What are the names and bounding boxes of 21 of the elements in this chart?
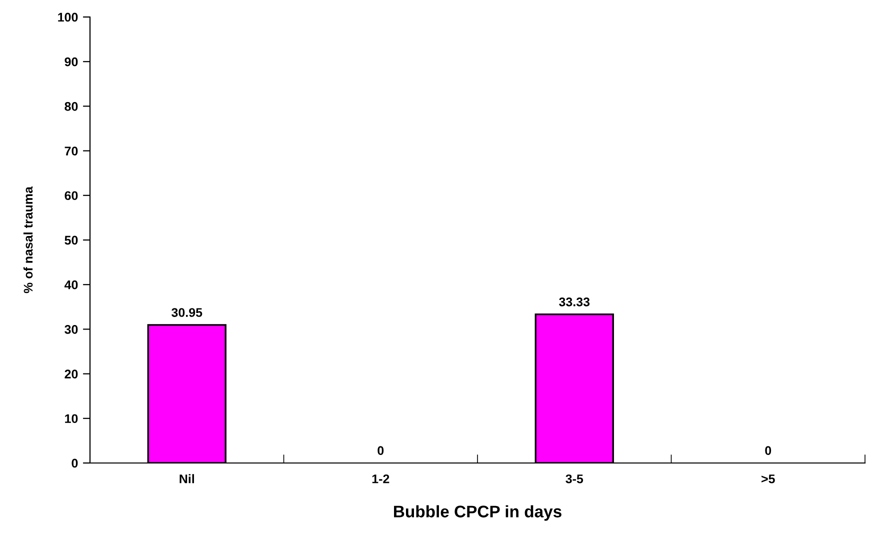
x-tick-label: Nil	[180, 474, 194, 484]
y-tick-label: 80	[64, 102, 78, 111]
data-label: 30.95	[172, 308, 202, 317]
data-label: 0	[378, 446, 384, 455]
y-tick-label: 60	[64, 191, 78, 200]
x-tick-label: 3-5	[566, 474, 584, 484]
y-tick-label: 40	[64, 280, 78, 290]
y-tick-label: 30	[64, 325, 78, 334]
x-axis-title: Bubble CPCP in days	[394, 505, 562, 521]
y-tick-label: 70	[64, 146, 78, 156]
x-tick-label: >5	[762, 474, 775, 484]
y-axis-title: % of nasal trauma	[23, 186, 33, 294]
y-tick-label: 10	[65, 414, 78, 424]
x-tick-label: 1-2	[372, 474, 390, 484]
data-label: 0	[765, 446, 772, 455]
data-label: 33.33	[559, 297, 590, 306]
y-tick-label: 100	[58, 12, 78, 22]
y-tick-label: 50	[64, 236, 78, 245]
y-tick-label: 20	[64, 370, 78, 378]
y-tick-label: 0	[72, 458, 78, 468]
y-tick-label: 90	[64, 57, 78, 66]
